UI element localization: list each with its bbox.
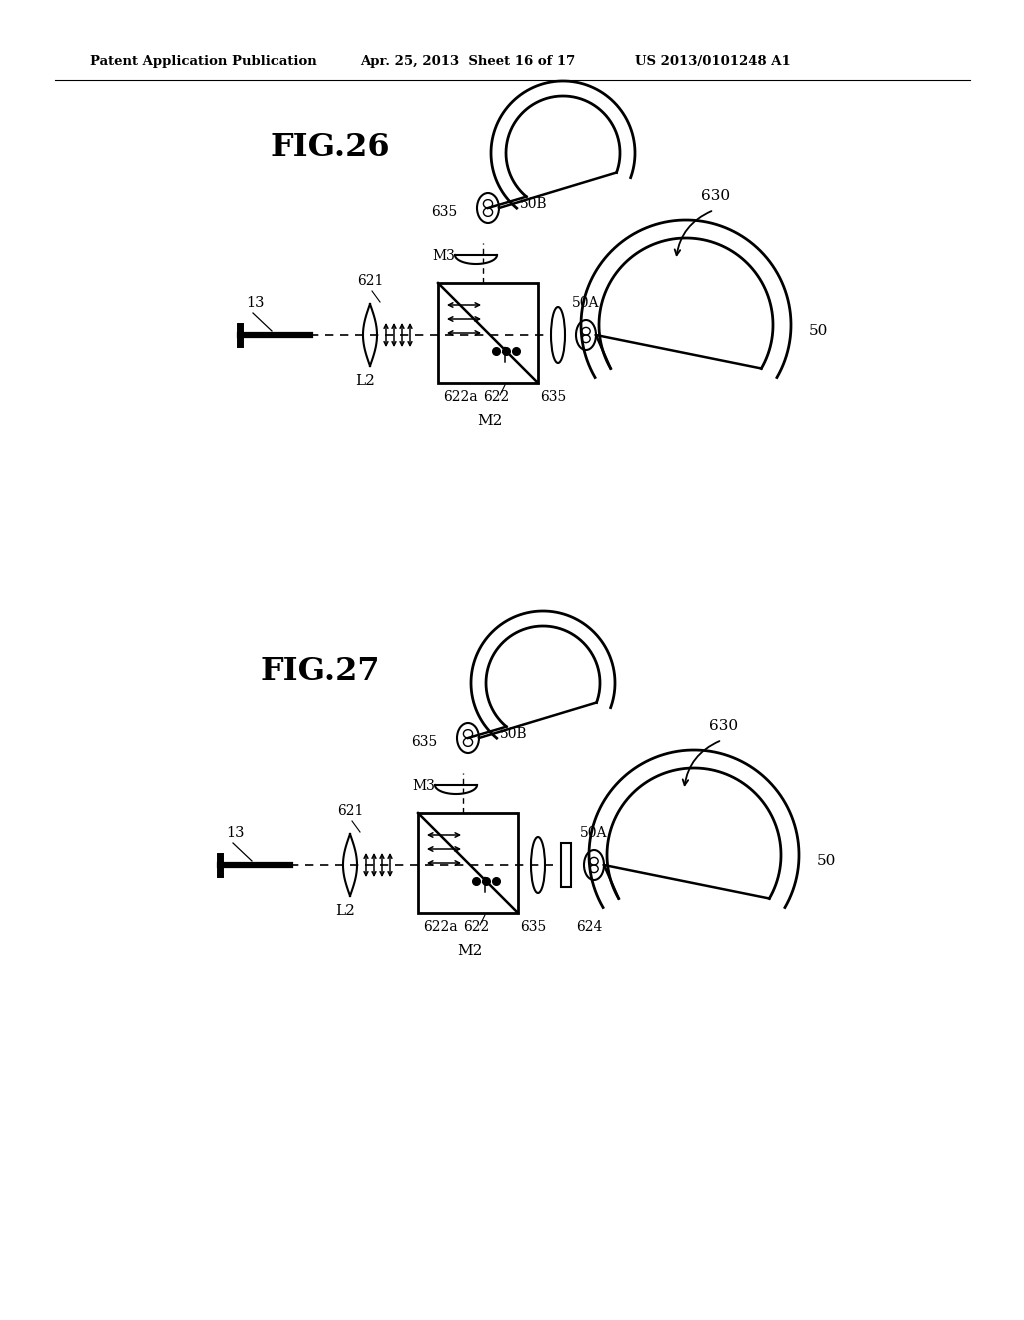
Text: 50B: 50B <box>500 727 527 741</box>
Text: FIG.27: FIG.27 <box>260 656 380 688</box>
Text: FIG.26: FIG.26 <box>270 132 390 164</box>
Text: 621: 621 <box>356 275 383 288</box>
Text: 630: 630 <box>701 189 730 203</box>
Text: Patent Application Publication: Patent Application Publication <box>90 55 316 69</box>
Text: M2: M2 <box>458 944 482 958</box>
Bar <box>561 843 571 887</box>
Text: M2: M2 <box>477 414 503 428</box>
Text: 13: 13 <box>246 296 264 310</box>
Text: 635: 635 <box>411 735 437 748</box>
Text: M3: M3 <box>413 779 435 793</box>
Text: 621: 621 <box>337 804 364 818</box>
Text: 622a: 622a <box>442 389 477 404</box>
Text: L2: L2 <box>355 374 375 388</box>
Bar <box>438 282 538 383</box>
Text: 50A: 50A <box>572 296 600 310</box>
Text: M3: M3 <box>432 249 456 263</box>
Text: 635: 635 <box>520 920 546 935</box>
Text: US 2013/0101248 A1: US 2013/0101248 A1 <box>635 55 791 69</box>
Text: 50: 50 <box>809 323 828 338</box>
Text: 624: 624 <box>575 920 602 935</box>
Text: 13: 13 <box>225 826 245 840</box>
Text: 635: 635 <box>431 205 457 219</box>
Bar <box>418 813 518 913</box>
Text: 622: 622 <box>483 389 509 404</box>
Text: 622a: 622a <box>423 920 458 935</box>
Text: 635: 635 <box>540 389 566 404</box>
Text: 50B: 50B <box>520 197 548 211</box>
Text: 50: 50 <box>817 854 837 869</box>
Text: L2: L2 <box>335 904 355 917</box>
Text: 630: 630 <box>710 719 738 733</box>
Text: 50A: 50A <box>581 826 608 840</box>
Text: 622: 622 <box>463 920 489 935</box>
Text: Apr. 25, 2013  Sheet 16 of 17: Apr. 25, 2013 Sheet 16 of 17 <box>360 55 575 69</box>
